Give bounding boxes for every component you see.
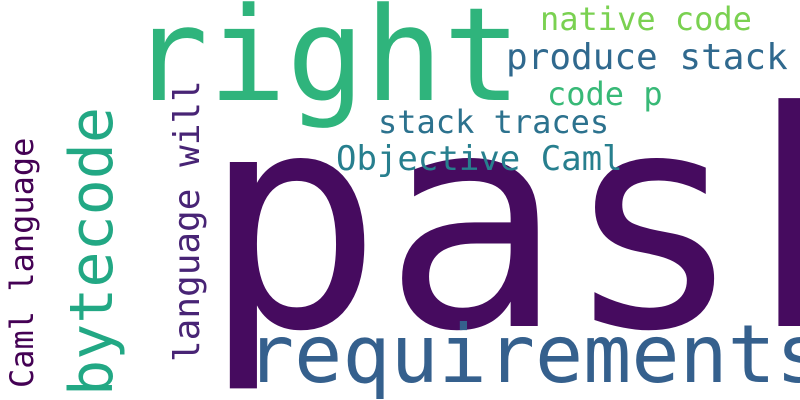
word-requirements: requirements bbox=[246, 308, 800, 400]
word-objective-caml: Objective Caml bbox=[336, 139, 623, 179]
word-right: right bbox=[130, 0, 522, 131]
word-stack-traces: stack traces bbox=[378, 103, 610, 141]
word-language-will: language will bbox=[167, 80, 208, 362]
word-caml-language: Caml language bbox=[3, 137, 41, 388]
word-produce-stack: produce stack bbox=[506, 37, 788, 78]
word-code-p: code p bbox=[547, 75, 663, 113]
word-pask: pask bbox=[202, 48, 800, 397]
word-native-code: native code bbox=[540, 0, 752, 38]
word-bytecode: bytecode bbox=[57, 107, 127, 396]
